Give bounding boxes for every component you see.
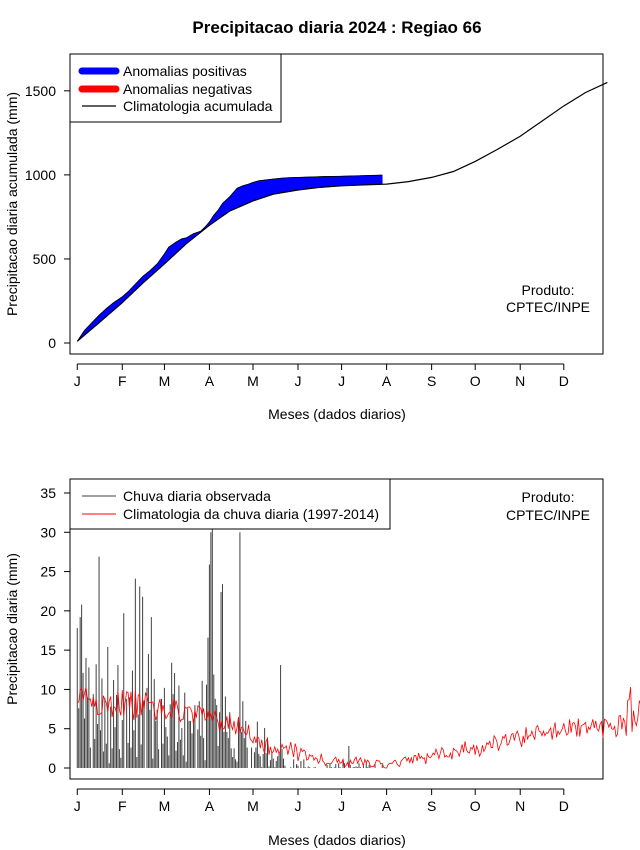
bottom-y-axis-label: Precipitacao diaria (mm) (4, 553, 20, 705)
bottom-x-tick-label: J (295, 798, 302, 814)
bottom-x-tick-label: O (470, 798, 481, 814)
top-x-tick-label: M (247, 373, 259, 389)
top-legend: Anomalias positivas Anomalias negativas … (69, 53, 282, 123)
bottom-y-tick-label: 35 (40, 485, 56, 501)
bottom-x-tick-label: F (118, 798, 127, 814)
legend-label-positive: Anomalias positivas (123, 63, 247, 79)
legend-label-negative: Anomalias negativas (123, 81, 252, 97)
bottom-y-tick-label: 5 (48, 721, 56, 737)
top-y-tick-label: 1000 (25, 167, 56, 183)
bottom-x-tick-label: D (559, 798, 569, 814)
top-y-axis: 0 500 1000 1500 (25, 83, 71, 351)
bottom-credit-line2: CPTEC/INPE (506, 507, 590, 523)
top-x-tick-label: J (295, 373, 302, 389)
bottom-x-tick-label: A (205, 798, 215, 814)
bottom-y-tick-label: 15 (40, 642, 56, 658)
bottom-y-axis: 0 5 10 15 20 25 30 35 (40, 485, 71, 776)
top-x-tick-label: J (74, 373, 81, 389)
top-x-tick-label: O (470, 373, 481, 389)
top-x-tick-label: J (338, 373, 345, 389)
top-legend-box (69, 53, 282, 123)
bottom-y-tick-label: 10 (40, 681, 56, 697)
top-x-tick-label: S (427, 373, 436, 389)
bottom-y-tick-label: 20 (40, 603, 56, 619)
climatology-accum-line (76, 81, 608, 342)
bottom-credit-line1: Produto: (522, 489, 575, 505)
daily-observed-bars (76, 499, 383, 768)
bottom-x-axis-label: Meses (dados diarios) (268, 832, 406, 848)
bottom-x-tick-label: J (338, 798, 345, 814)
top-x-axis-label: Meses (dados diarios) (268, 406, 406, 422)
positive-anomaly-segment (380, 174, 383, 185)
bottom-panel: 0 5 10 15 20 25 30 35 J F M A M J J A S O N D Precipitacao… (4, 478, 640, 848)
top-y-tick-label: 0 (48, 335, 56, 351)
top-y-tick-label: 500 (33, 251, 57, 267)
top-x-tick-label: D (559, 373, 569, 389)
bottom-legend: Chuva diaria observada Climatologia da c… (69, 478, 391, 530)
top-panel: 0 500 1000 1500 J F M A M J J A S O N D Precipitacao d… (4, 53, 608, 422)
bottom-y-tick-label: 30 (40, 524, 56, 540)
top-x-tick-label: M (159, 373, 171, 389)
top-x-tick-label: N (515, 373, 525, 389)
bottom-x-tick-label: S (427, 798, 436, 814)
top-credit-line1: Produto: (522, 282, 575, 298)
bottom-legend-box (69, 478, 391, 530)
chart-title: Precipitacao diaria 2024 : Regiao 66 (192, 18, 481, 37)
observed-accum-outline (76, 174, 383, 342)
top-y-tick-label: 1500 (25, 83, 56, 99)
top-x-tick-label: A (205, 373, 215, 389)
bottom-x-tick-label: J (74, 798, 81, 814)
bottom-y-tick-label: 0 (48, 760, 56, 776)
legend-label-climatology: Climatologia acumulada (123, 98, 273, 114)
daily-climatology-line (77, 686, 640, 769)
top-anomaly-layer (76, 174, 383, 342)
top-x-tick-label: F (118, 373, 127, 389)
top-x-tick-label: A (382, 373, 392, 389)
bottom-x-tick-label: M (247, 798, 259, 814)
legend-label-clim-daily: Climatologia da chuva diaria (1997-2014) (123, 506, 379, 522)
bottom-y-tick-label: 25 (40, 564, 56, 580)
top-y-axis-label: Precipitacao diaria acumulada (mm) (4, 92, 20, 316)
top-credit-line2: CPTEC/INPE (506, 299, 590, 315)
bottom-x-tick-label: A (382, 798, 392, 814)
bottom-x-tick-label: N (515, 798, 525, 814)
legend-label-observed: Chuva diaria observada (123, 488, 271, 504)
bottom-x-tick-label: M (159, 798, 171, 814)
